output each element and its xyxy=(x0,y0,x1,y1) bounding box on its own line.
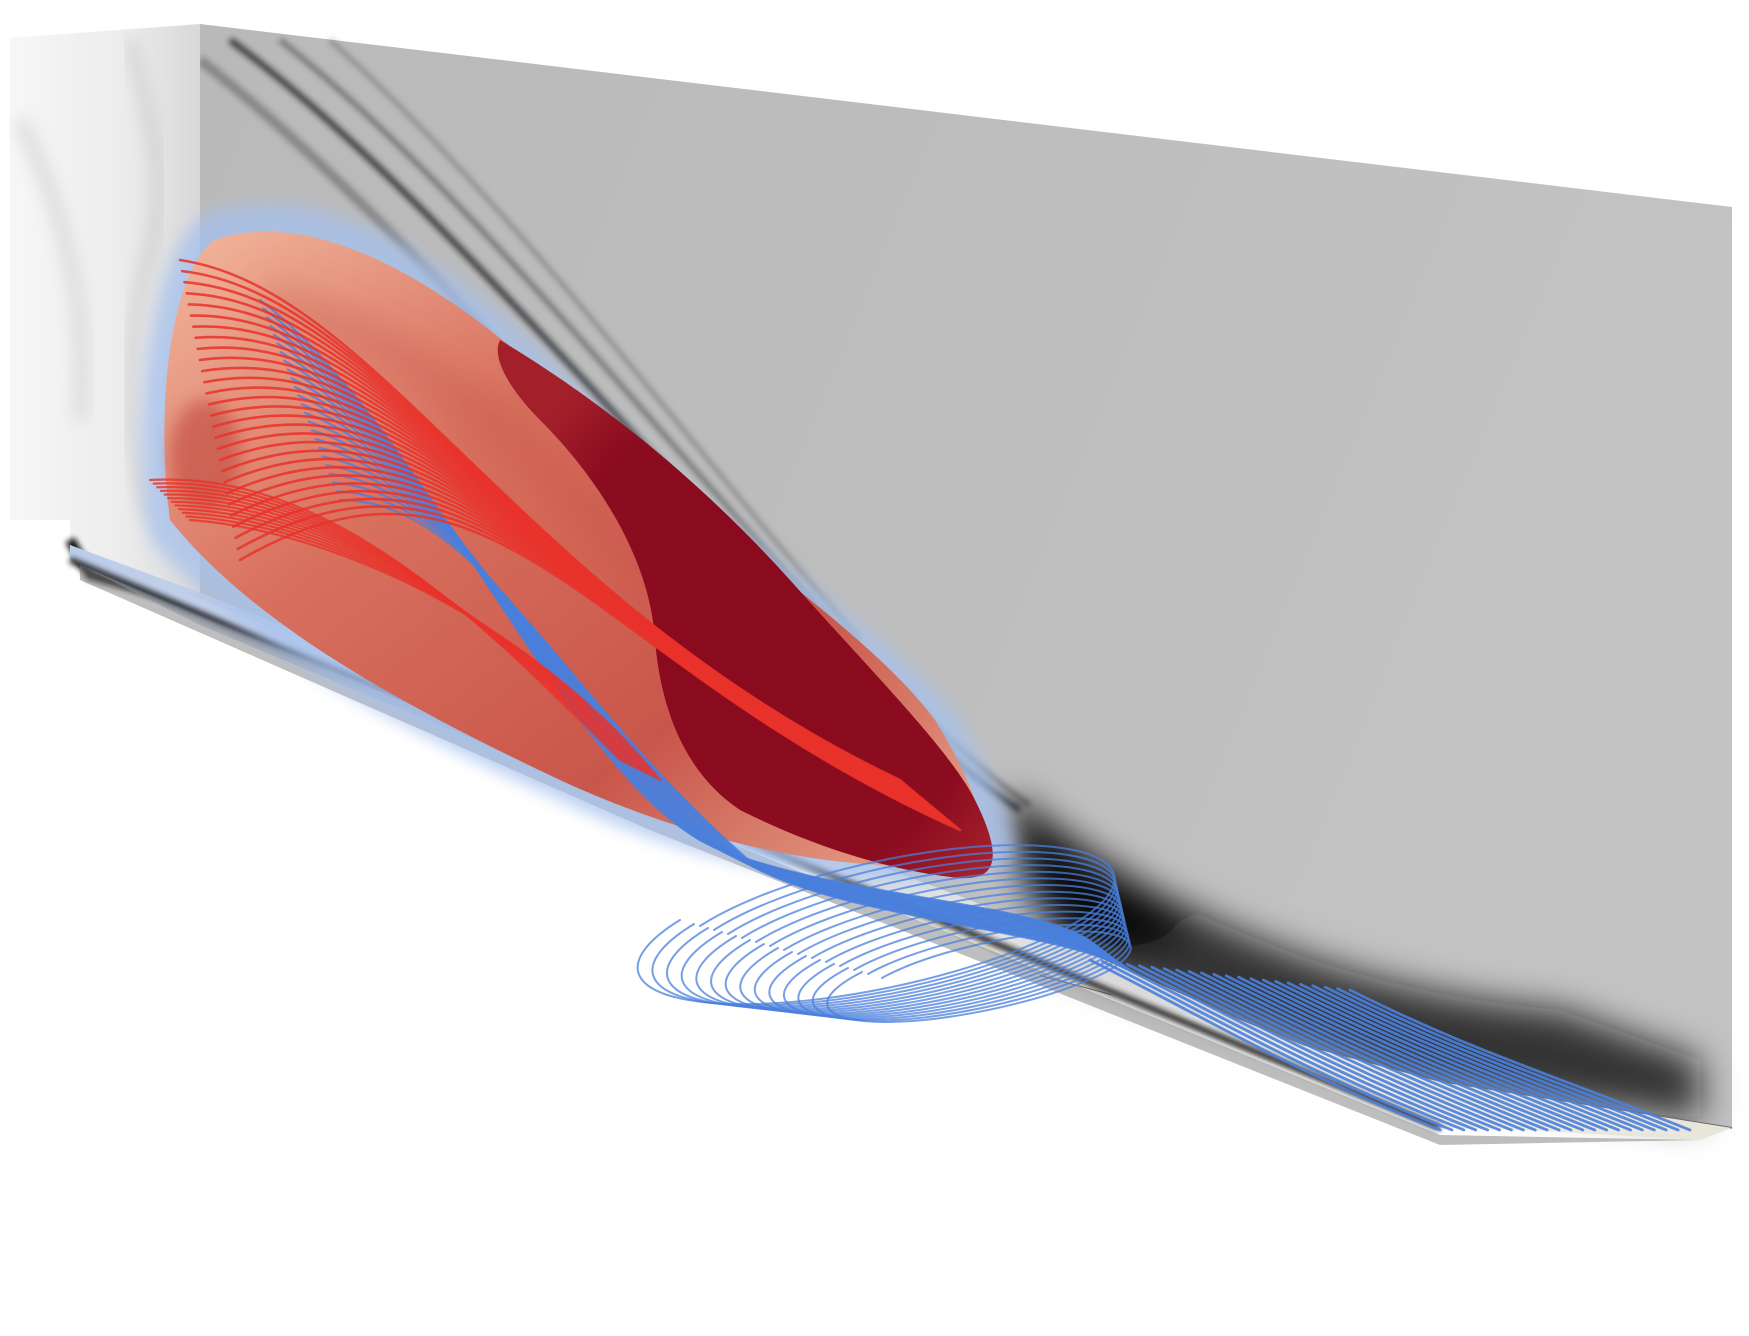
floor-streamline xyxy=(1237,975,1585,1132)
blue-vortex-loop xyxy=(636,844,1116,1006)
blue-vortex-loop xyxy=(826,930,1132,1023)
floor-streamline xyxy=(1200,971,1549,1132)
floor-streamlines xyxy=(1088,958,1692,1132)
floor-streamline xyxy=(1336,987,1680,1132)
floor-streamline xyxy=(1100,960,1454,1132)
floor-streamline xyxy=(1138,964,1490,1132)
floor-streamline xyxy=(1162,967,1513,1132)
jet-core xyxy=(497,340,993,879)
blue-vortex-loop xyxy=(695,870,1121,1011)
floor-streamline xyxy=(1323,985,1668,1132)
floor-streamline xyxy=(1212,972,1561,1132)
floor-streamline xyxy=(1113,961,1466,1132)
floor-streamline xyxy=(1224,974,1573,1132)
floor-streamline xyxy=(1187,970,1537,1132)
blue-vortex-loop xyxy=(739,890,1124,1015)
floor-streamline xyxy=(1311,984,1656,1132)
blue-vortex-loop xyxy=(768,904,1127,1018)
floor-streamline xyxy=(1088,958,1442,1132)
blue-streamline xyxy=(338,498,1132,972)
red-streamline xyxy=(185,515,658,780)
blue-vortex-loop xyxy=(797,917,1130,1021)
blue-streamlines xyxy=(258,298,1132,1023)
floor-streamline xyxy=(1286,981,1632,1132)
blue-vortex-loop xyxy=(666,857,1118,1008)
floor-streamline xyxy=(1175,968,1525,1132)
blue-vortex-loop xyxy=(753,897,1126,1016)
floor-streamline xyxy=(1348,988,1692,1132)
blue-vortex-loop xyxy=(710,877,1122,1012)
floor-streamline xyxy=(1125,962,1478,1132)
jet-bulge xyxy=(170,400,240,510)
blue-vortex-loop xyxy=(724,884,1123,1014)
floor-streamline xyxy=(1249,977,1597,1132)
floor-streamline xyxy=(1261,978,1609,1132)
red-streamline xyxy=(238,512,962,832)
red-streamline xyxy=(181,511,654,778)
floor-streamline xyxy=(1299,982,1644,1132)
red-streamline xyxy=(188,518,662,782)
floor-streamline xyxy=(1274,980,1620,1132)
red-streamlines xyxy=(148,258,962,832)
floor-streamline xyxy=(1150,965,1501,1132)
blue-vortex-loop xyxy=(811,923,1131,1022)
red-streamline xyxy=(177,507,651,776)
